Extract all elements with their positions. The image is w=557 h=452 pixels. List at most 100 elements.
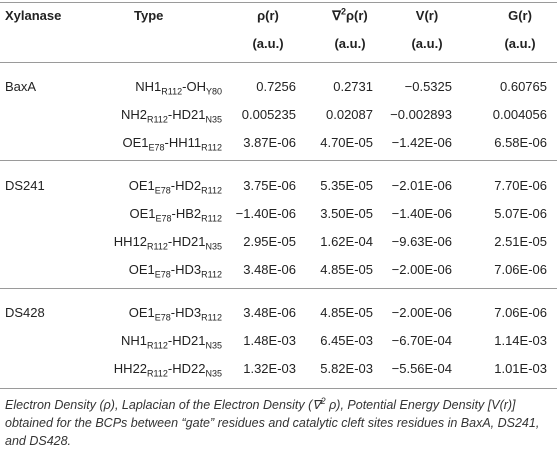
- script-text: R112: [201, 142, 222, 153]
- value-cell: −6.70E-04: [391, 333, 452, 348]
- header-unit: (a.u.): [252, 36, 284, 51]
- value-cell: 4.70E-05: [320, 135, 373, 150]
- script-text: N35: [205, 114, 222, 125]
- value-cell: −2.00E-06: [391, 262, 452, 277]
- script-text: R112: [161, 86, 183, 97]
- group-name: DS241: [5, 178, 45, 193]
- type-cell: HH12R112-HD21N35: [113, 234, 222, 252]
- script-text: R112: [147, 368, 168, 379]
- script-text: E78: [148, 142, 165, 153]
- value-cell: 1.62E-04: [320, 234, 373, 249]
- header-unit: (a.u.): [504, 36, 536, 51]
- caption: Electron Density (ρ), Laplacian of the E…: [5, 396, 550, 450]
- value-cell: −2.01E-06: [391, 178, 452, 193]
- script-text: 2: [340, 6, 346, 17]
- script-text: N35: [205, 340, 222, 351]
- script-text: R112: [201, 312, 222, 323]
- value-cell: 1.32E-03: [243, 361, 296, 376]
- type-cell: NH1R112-HD21N35: [121, 333, 222, 351]
- value-cell: 7.06E-06: [494, 305, 547, 320]
- header-cell: V(r): [416, 8, 438, 24]
- text-part: ρ(r): [345, 8, 368, 23]
- rule: [0, 2, 557, 3]
- text-part: OE1: [128, 305, 155, 320]
- group-name: BaxA: [5, 79, 37, 94]
- value-cell: 1.01E-03: [494, 361, 547, 376]
- rule: [0, 160, 557, 161]
- script-text: R112: [147, 340, 168, 351]
- text-part: HH22: [113, 361, 148, 376]
- value-cell: 1.48E-03: [243, 333, 296, 348]
- value-cell: −2.00E-06: [391, 305, 452, 320]
- value-cell: −5.56E-04: [391, 361, 452, 376]
- text-part: OE1: [128, 262, 155, 277]
- value-cell: 4.85E-05: [320, 305, 373, 320]
- text-part: -HD2: [170, 178, 202, 193]
- script-text: R112: [147, 241, 168, 252]
- text-part: ρ(r): [257, 8, 279, 23]
- script-text: E78: [155, 213, 172, 224]
- header-cell: ∇2ρ(r): [332, 6, 368, 24]
- rule: [0, 288, 557, 289]
- script-text: E78: [154, 312, 171, 323]
- value-cell: −1.40E-06: [391, 206, 452, 221]
- value-cell: 2.95E-05: [243, 234, 296, 249]
- text-part: -HH11: [164, 135, 202, 150]
- script-text: R112: [201, 185, 222, 196]
- value-cell: 0.005235: [241, 107, 296, 122]
- script-text: 2: [320, 395, 326, 406]
- value-cell: 7.70E-06: [494, 178, 547, 193]
- text-part: -HD21: [167, 333, 206, 348]
- value-cell: 3.48E-06: [243, 262, 296, 277]
- value-cell: 0.7256: [256, 79, 296, 94]
- script-text: R112: [201, 213, 222, 224]
- script-text: Y80: [205, 86, 222, 97]
- value-cell: 0.2731: [333, 79, 373, 94]
- value-cell: 0.60765: [500, 79, 547, 94]
- type-cell: NH2R112-HD21N35: [121, 107, 222, 125]
- value-cell: 7.06E-06: [494, 262, 547, 277]
- script-text: R112: [201, 269, 222, 280]
- value-cell: 6.58E-06: [494, 135, 547, 150]
- text-part: G(r): [508, 8, 532, 23]
- script-text: N35: [205, 241, 222, 252]
- value-cell: 5.07E-06: [494, 206, 547, 221]
- type-cell: OE1E78-HB2R112: [129, 206, 222, 224]
- text-part: ∇: [332, 8, 341, 23]
- value-cell: 0.02087: [326, 107, 373, 122]
- type-cell: OE1E78-HH11R112: [123, 135, 223, 153]
- type-cell: HH22R112-HD22N35: [113, 361, 222, 379]
- value-cell: 3.48E-06: [243, 305, 296, 320]
- type-cell: NH1R112-OHY80: [135, 79, 222, 97]
- header-cell: Xylanase: [5, 8, 61, 24]
- text-part: -HD22: [167, 361, 206, 376]
- text-part: -HD3: [170, 262, 202, 277]
- type-cell: OE1E78-HD2R112: [128, 178, 222, 196]
- value-cell: 5.35E-05: [320, 178, 373, 193]
- header-unit: (a.u.): [411, 36, 443, 51]
- header-cell: Type: [134, 8, 163, 24]
- text-part: -OH: [182, 79, 206, 94]
- text-part: Type: [134, 8, 164, 23]
- value-cell: 3.87E-06: [243, 135, 296, 150]
- value-cell: −0.5325: [404, 79, 452, 94]
- text-part: -HD21: [167, 234, 206, 249]
- value-cell: 4.85E-05: [320, 262, 373, 277]
- value-cell: −0.002893: [390, 107, 452, 122]
- text-part: ρ), Potential Energy Density [V(r)] obta…: [5, 398, 540, 448]
- header-cell: ρ(r): [257, 8, 279, 24]
- text-part: NH1: [135, 79, 162, 94]
- type-cell: OE1E78-HD3R112: [128, 305, 222, 323]
- text-part: OE1: [128, 178, 155, 193]
- value-cell: −1.40E-06: [235, 206, 296, 221]
- rule: [0, 388, 557, 389]
- value-cell: 0.004056: [492, 107, 547, 122]
- value-cell: 3.75E-06: [243, 178, 296, 193]
- value-cell: 6.45E-03: [320, 333, 373, 348]
- value-cell: −9.63E-06: [391, 234, 452, 249]
- script-text: N35: [205, 368, 222, 379]
- value-cell: 2.51E-05: [494, 234, 547, 249]
- value-cell: 3.50E-05: [320, 206, 373, 221]
- text-part: HH12: [113, 234, 148, 249]
